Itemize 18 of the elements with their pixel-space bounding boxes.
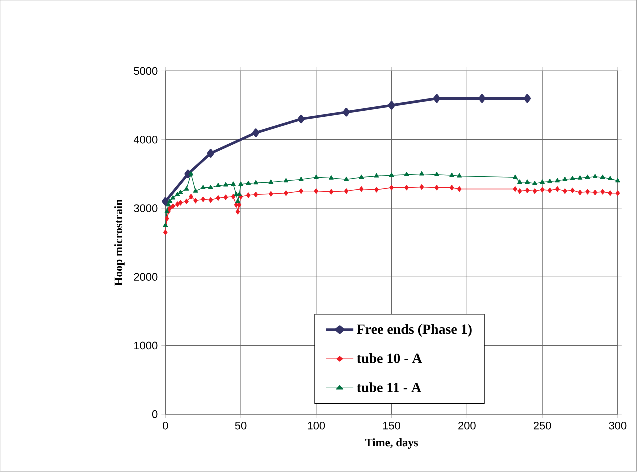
y-tick-label: 5000 — [134, 67, 158, 76]
x-tick-label: 50 — [235, 422, 247, 430]
legend-label: tube 11 - A — [357, 382, 422, 392]
y-tick-label: 0 — [152, 410, 158, 418]
y-tick-label: 3000 — [134, 204, 158, 212]
x-axis-title: Time, days — [365, 438, 418, 450]
legend-label: tube 10 - A — [357, 354, 422, 364]
y-tick-label: 4000 — [134, 136, 158, 144]
x-tick-label: 150 — [383, 422, 400, 430]
y-tick-label: 2000 — [134, 273, 158, 282]
legend-label: Free ends (Phase 1) — [357, 324, 472, 338]
x-tick-label: 300 — [609, 422, 627, 430]
y-tick-label: 1000 — [134, 342, 158, 350]
x-tick-label: 100 — [308, 422, 326, 430]
x-tick-label: 250 — [534, 422, 552, 430]
x-tick-label: 200 — [458, 422, 476, 430]
x-tick-label: 0 — [163, 422, 168, 430]
y-axis-title: Hoop microstrain — [114, 200, 125, 286]
